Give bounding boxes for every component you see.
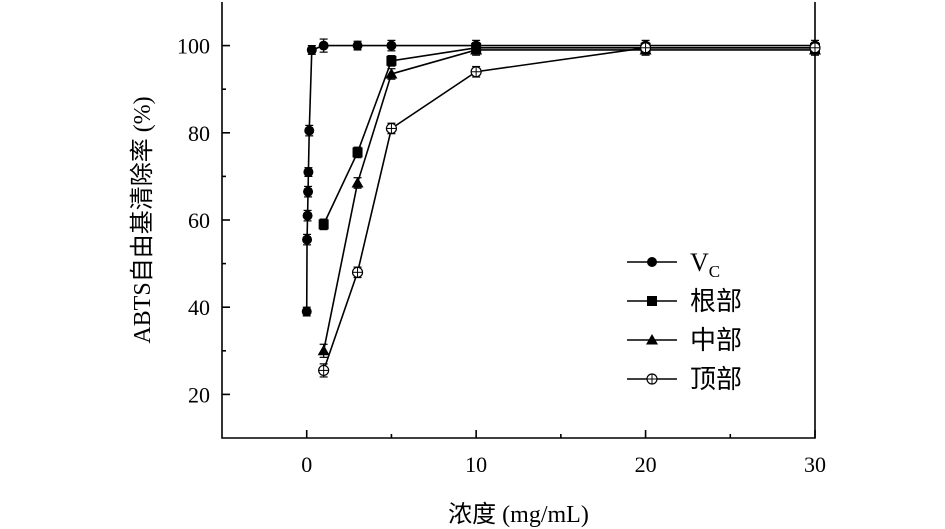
legend-marker xyxy=(647,296,657,306)
x-tick-label: 0 xyxy=(301,452,312,477)
y-axis-label: ABTS自由基清除率 (%) xyxy=(129,96,156,343)
legend-entry-1: VC xyxy=(627,248,720,281)
legend-label: VC xyxy=(690,248,720,281)
data-point xyxy=(302,210,313,221)
data-point xyxy=(351,266,364,278)
legend-label-text: 中部 xyxy=(690,326,742,355)
x-tick-label: 20 xyxy=(635,452,657,477)
series-line xyxy=(322,46,815,225)
data-point xyxy=(470,43,483,55)
y-tick-label: 80 xyxy=(188,121,210,146)
legend-marker xyxy=(647,257,657,267)
legend-label-text: 顶部 xyxy=(690,365,742,394)
data-point xyxy=(306,44,317,55)
legend-label: 中部 xyxy=(690,326,742,355)
data-point xyxy=(318,219,329,230)
data-point xyxy=(318,364,330,377)
data-point xyxy=(352,40,363,51)
series-2 xyxy=(318,41,820,231)
data-point xyxy=(351,176,364,188)
data-point xyxy=(317,344,330,356)
data-point xyxy=(386,55,397,66)
legend-entry-4: 顶部 xyxy=(627,365,742,394)
data-point xyxy=(303,167,314,178)
legend-label-text: 根部 xyxy=(690,287,742,316)
series-line xyxy=(322,46,815,371)
data-point xyxy=(303,186,314,197)
series-line xyxy=(322,49,815,351)
data-point xyxy=(639,42,652,54)
y-tick-label: 60 xyxy=(188,208,210,233)
data-point xyxy=(809,42,821,54)
legend-entry-3: 中部 xyxy=(627,326,742,355)
data-point xyxy=(470,66,482,78)
data-point xyxy=(301,306,312,317)
y-tick-label: 40 xyxy=(188,295,210,320)
series-4 xyxy=(318,41,821,378)
series-layer xyxy=(301,38,821,378)
x-tick-label: 10 xyxy=(465,452,487,477)
data-point xyxy=(318,40,329,51)
x-axis-label: 浓度 (mg/mL) xyxy=(448,501,589,528)
data-point xyxy=(385,67,398,79)
legend-label: 顶部 xyxy=(690,365,742,394)
legend-marker xyxy=(646,334,658,345)
data-point xyxy=(304,125,315,136)
legend-marker xyxy=(646,373,658,385)
series-3 xyxy=(317,43,821,358)
y-tick-label: 100 xyxy=(177,34,210,59)
legend-label: 根部 xyxy=(690,287,742,316)
legend-label-subscript: C xyxy=(709,262,720,281)
legend-entry-2: 根部 xyxy=(627,287,742,316)
axes: 0 10 20 30 20 40 60 80 100 xyxy=(177,2,826,477)
data-point xyxy=(352,147,363,158)
legend-label-text: V xyxy=(690,248,709,277)
data-point xyxy=(302,234,313,245)
x-tick-label: 30 xyxy=(804,452,826,477)
data-point xyxy=(386,40,397,51)
y-tick-label: 20 xyxy=(188,382,210,407)
data-point xyxy=(385,122,398,135)
